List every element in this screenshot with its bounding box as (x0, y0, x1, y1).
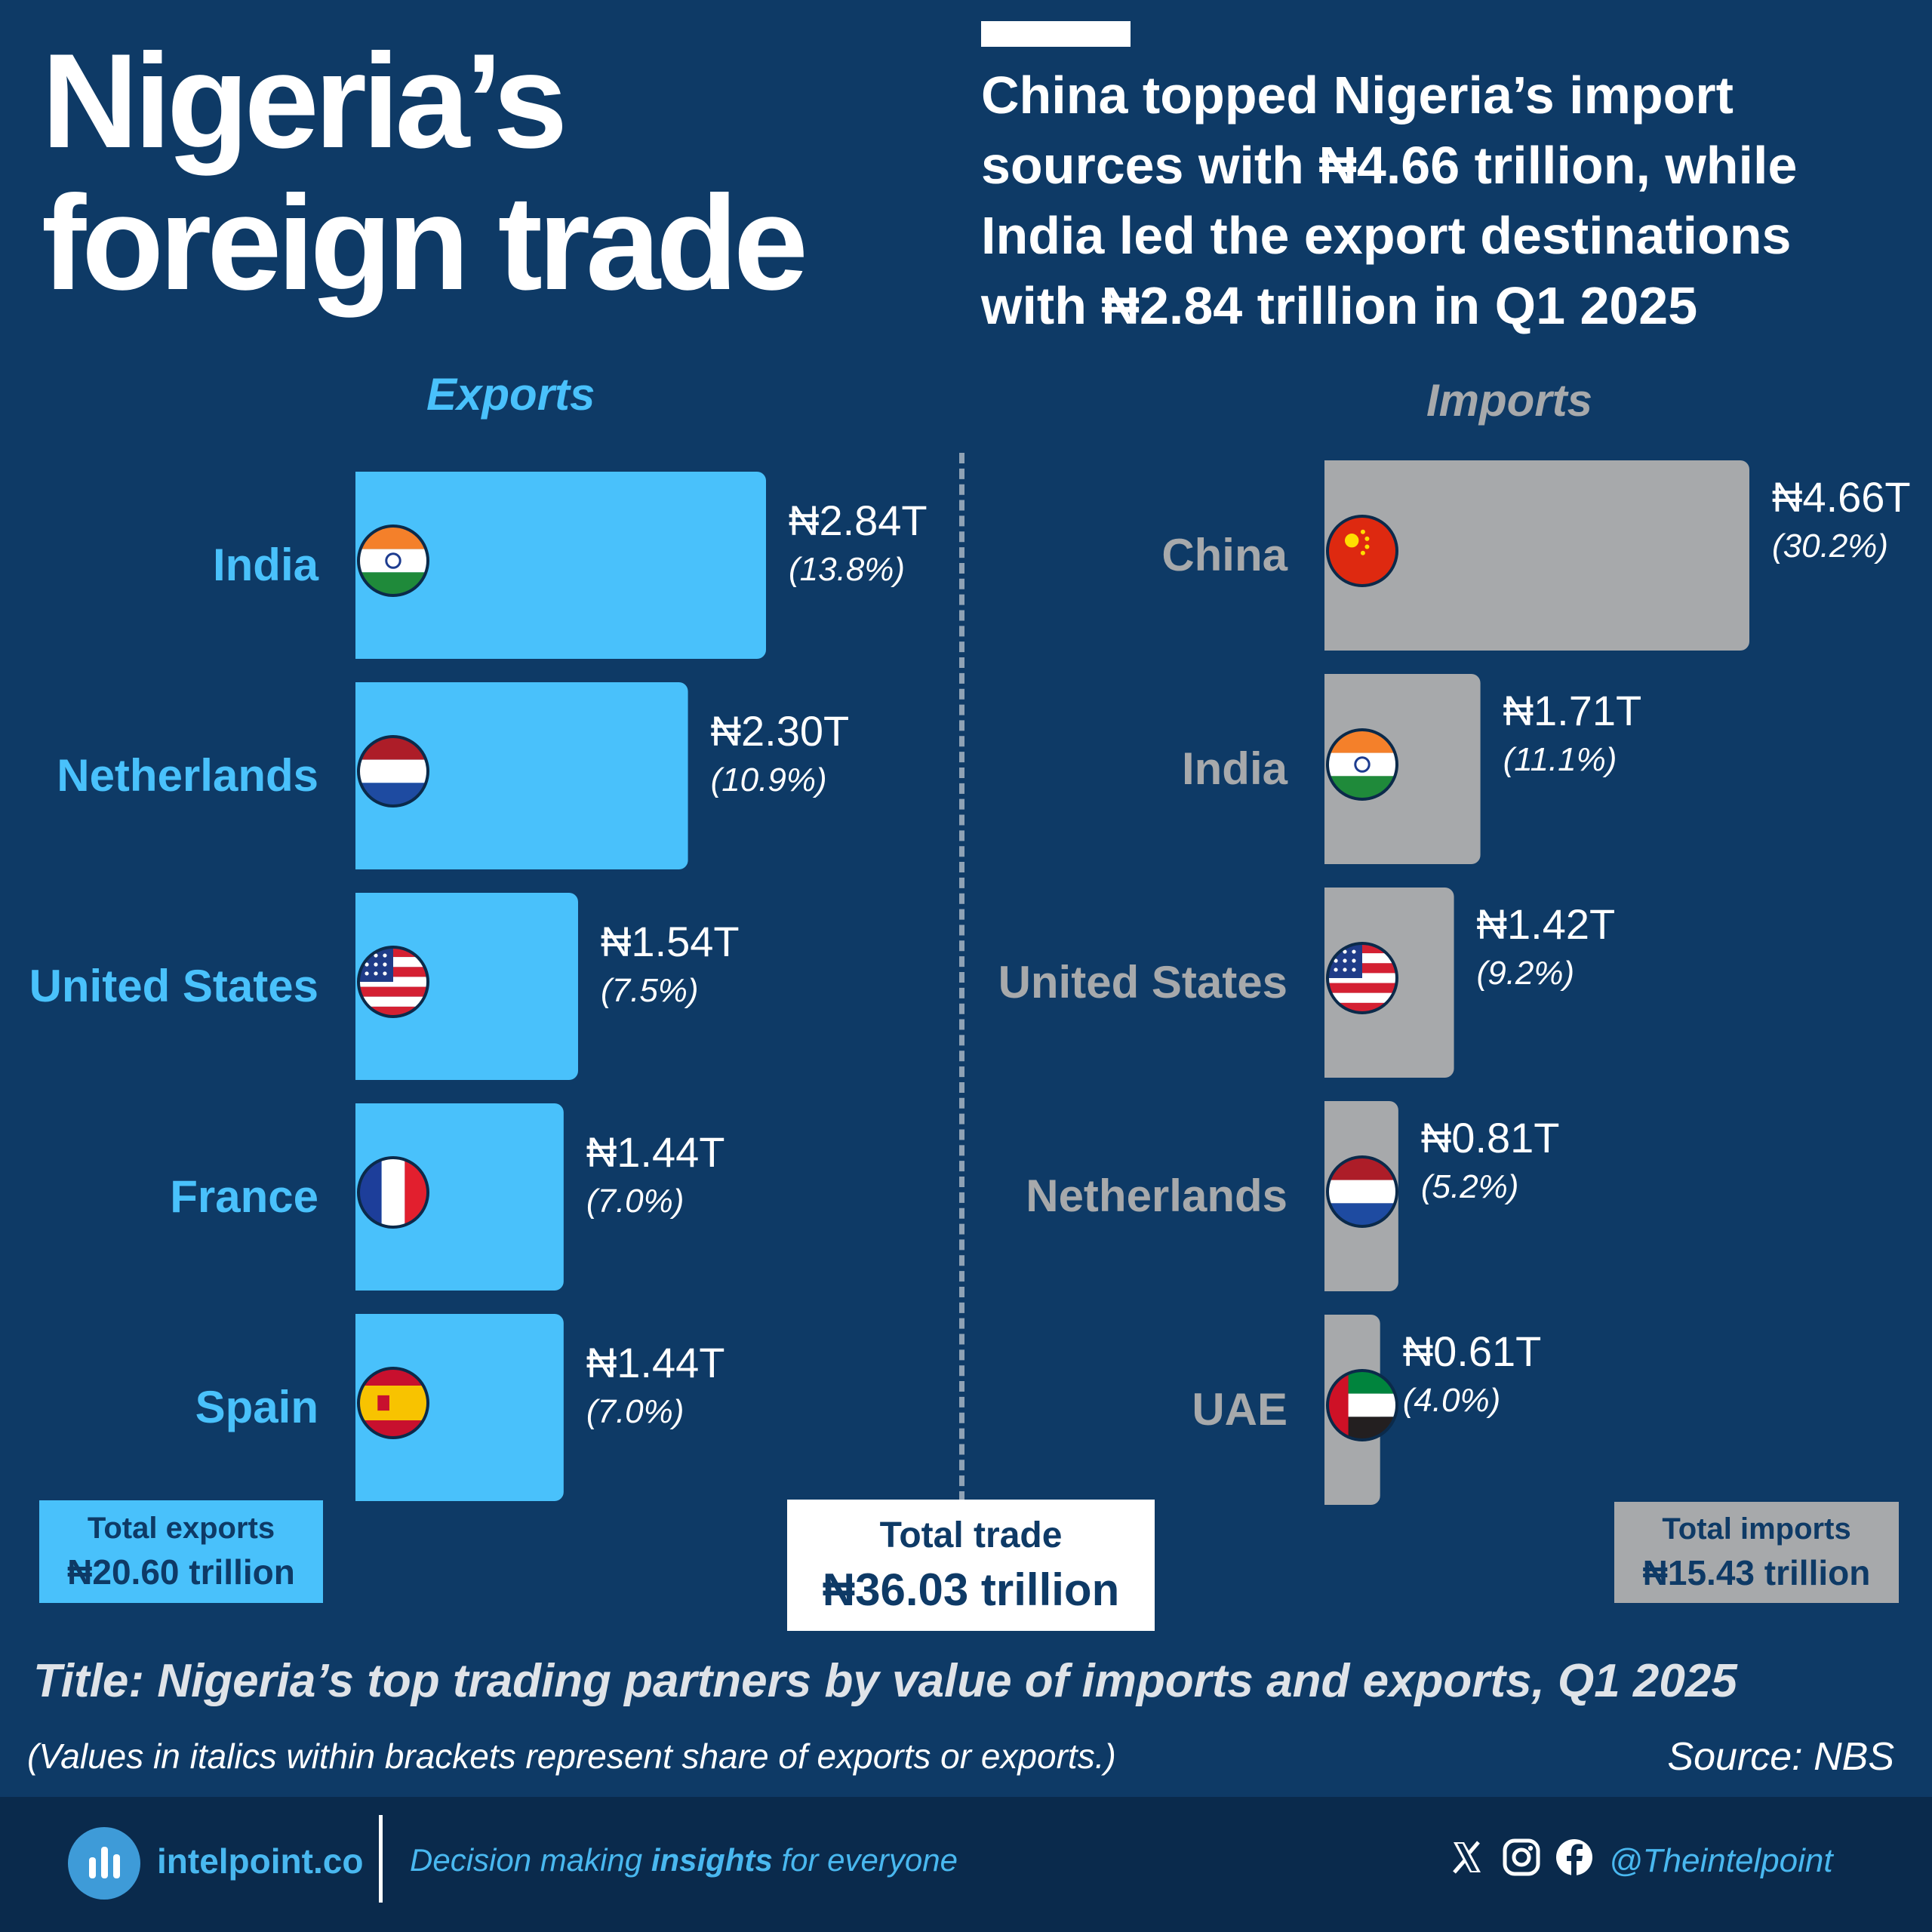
imports-value-label-uae: ₦0.61T (1403, 1327, 1542, 1375)
source-note: Source: NBS (1667, 1735, 1894, 1779)
exports-bar-netherlands (355, 682, 688, 869)
total-imports-box: Total imports ₦15.43 trillion (1614, 1502, 1899, 1603)
total-exports-label: Total exports (87, 1511, 275, 1545)
page-title-line2: foreign trade (42, 168, 808, 318)
exports-share-label-netherlands: (10.9%) (711, 761, 827, 798)
x-icon[interactable] (1446, 1836, 1488, 1878)
imports-china-flag-icon (1327, 516, 1397, 586)
imports-share-label-china: (30.2%) (1772, 528, 1888, 565)
imports-category-united-states: United States (998, 957, 1287, 1008)
subtitle: China topped Nigeria’s import sources wi… (981, 66, 1798, 335)
exports-spain-flag-icon (358, 1368, 428, 1438)
exports-united-states-flag-icon-outline (357, 946, 429, 1018)
imports-category-uae: UAE (1192, 1384, 1287, 1435)
exports-bar-india (355, 472, 766, 659)
brand-link[interactable]: intelpoint.co (157, 1841, 364, 1881)
exports-category-united-states: United States (29, 961, 318, 1011)
exports-india-flag-icon-outline (357, 525, 429, 597)
exports-bar-france (355, 1103, 564, 1291)
footer: intelpoint.co Decision making insights f… (0, 1797, 1932, 1932)
exports-share-label-united-states: (7.5%) (601, 972, 699, 1009)
tagline: Decision making insights for everyone (410, 1842, 958, 1878)
exports-value-label-india: ₦2.84T (789, 497, 928, 544)
tagline-bold: insights (651, 1842, 773, 1878)
exports-share-label-spain: (7.0%) (586, 1393, 685, 1430)
total-trade-value: ₦36.03 trillion (822, 1564, 1120, 1615)
page-title-line1: Nigeria’s (42, 26, 568, 176)
chart-title: Title: Nigeria’s top trading partners by… (33, 1655, 1737, 1707)
imports-united-states-flag-icon-outline (1326, 942, 1398, 1014)
exports-spain-flag-icon-outline (357, 1367, 429, 1439)
imports-category-china: China (1161, 530, 1287, 580)
exports-france-flag-icon (358, 1158, 428, 1227)
imports-bar-india (1324, 674, 1481, 864)
page-title: Nigeria’s foreign trade (42, 30, 947, 314)
total-exports-box: Total exports ₦20.60 trillion (39, 1500, 323, 1603)
imports-china-flag-icon-outline (1326, 515, 1398, 587)
instagram-icon[interactable] (1500, 1836, 1543, 1878)
exports-netherlands-flag-icon-outline (357, 735, 429, 808)
imports-share-label-netherlands: (5.2%) (1421, 1168, 1519, 1205)
exports-share-label-india: (13.8%) (789, 551, 905, 588)
total-imports-label: Total imports (1662, 1512, 1851, 1546)
imports-share-label-india: (11.1%) (1503, 741, 1617, 778)
imports-category-netherlands: Netherlands (1026, 1171, 1287, 1221)
imports-share-label-united-states: (9.2%) (1477, 955, 1575, 992)
imports-uae-flag-icon-outline (1326, 1369, 1398, 1441)
panel-divider (959, 453, 964, 1502)
accent-bar (981, 21, 1131, 47)
logo-icon (68, 1827, 140, 1900)
imports-category-india: India (1182, 743, 1288, 794)
exports-france-flag-icon-outline (357, 1156, 429, 1229)
exports-category-india: India (213, 540, 319, 590)
imports-share-label-uae: (4.0%) (1403, 1382, 1501, 1419)
facebook-icon[interactable] (1553, 1836, 1595, 1878)
footnote: (Values in italics within brackets repre… (27, 1737, 1116, 1776)
imports-value-label-united-states: ₦1.42T (1477, 900, 1616, 948)
imports-netherlands-flag-icon (1327, 1157, 1397, 1226)
tagline-post: for everyone (772, 1842, 958, 1878)
exports-value-label-netherlands: ₦2.30T (711, 707, 850, 755)
footer-divider (379, 1815, 383, 1903)
exports-value-label-spain: ₦1.44T (586, 1339, 725, 1386)
tagline-pre: Decision making (410, 1842, 651, 1878)
exports-share-label-france: (7.0%) (586, 1183, 685, 1220)
imports-value-label-netherlands: ₦0.81T (1421, 1114, 1560, 1161)
imports-value-label-china: ₦4.66T (1772, 473, 1911, 521)
imports-heading: Imports (1426, 375, 1593, 426)
exports-heading: Exports (426, 369, 595, 420)
social-handle[interactable]: @Theintelpoint (1609, 1842, 1833, 1879)
total-trade-label: Total trade (879, 1515, 1063, 1555)
total-imports-value: ₦15.43 trillion (1642, 1552, 1871, 1592)
imports-value-label-india: ₦1.71T (1503, 687, 1642, 734)
imports-bar-china (1324, 460, 1749, 651)
exports-bar-spain (355, 1314, 564, 1501)
exports-category-spain: Spain (195, 1382, 318, 1432)
imports-netherlands-flag-icon-outline (1326, 1155, 1398, 1228)
exports-category-france: France (170, 1171, 318, 1222)
total-trade-box: Total trade ₦36.03 trillion (787, 1500, 1155, 1631)
exports-value-label-united-states: ₦1.54T (601, 918, 740, 965)
exports-united-states-flag-icon (358, 947, 428, 1017)
exports-value-label-france: ₦1.44T (586, 1128, 725, 1176)
exports-bar-united-states (355, 893, 578, 1080)
exports-category-netherlands: Netherlands (57, 750, 318, 801)
imports-india-flag-icon-outline (1326, 728, 1398, 801)
total-exports-value: ₦20.60 trillion (67, 1552, 295, 1592)
